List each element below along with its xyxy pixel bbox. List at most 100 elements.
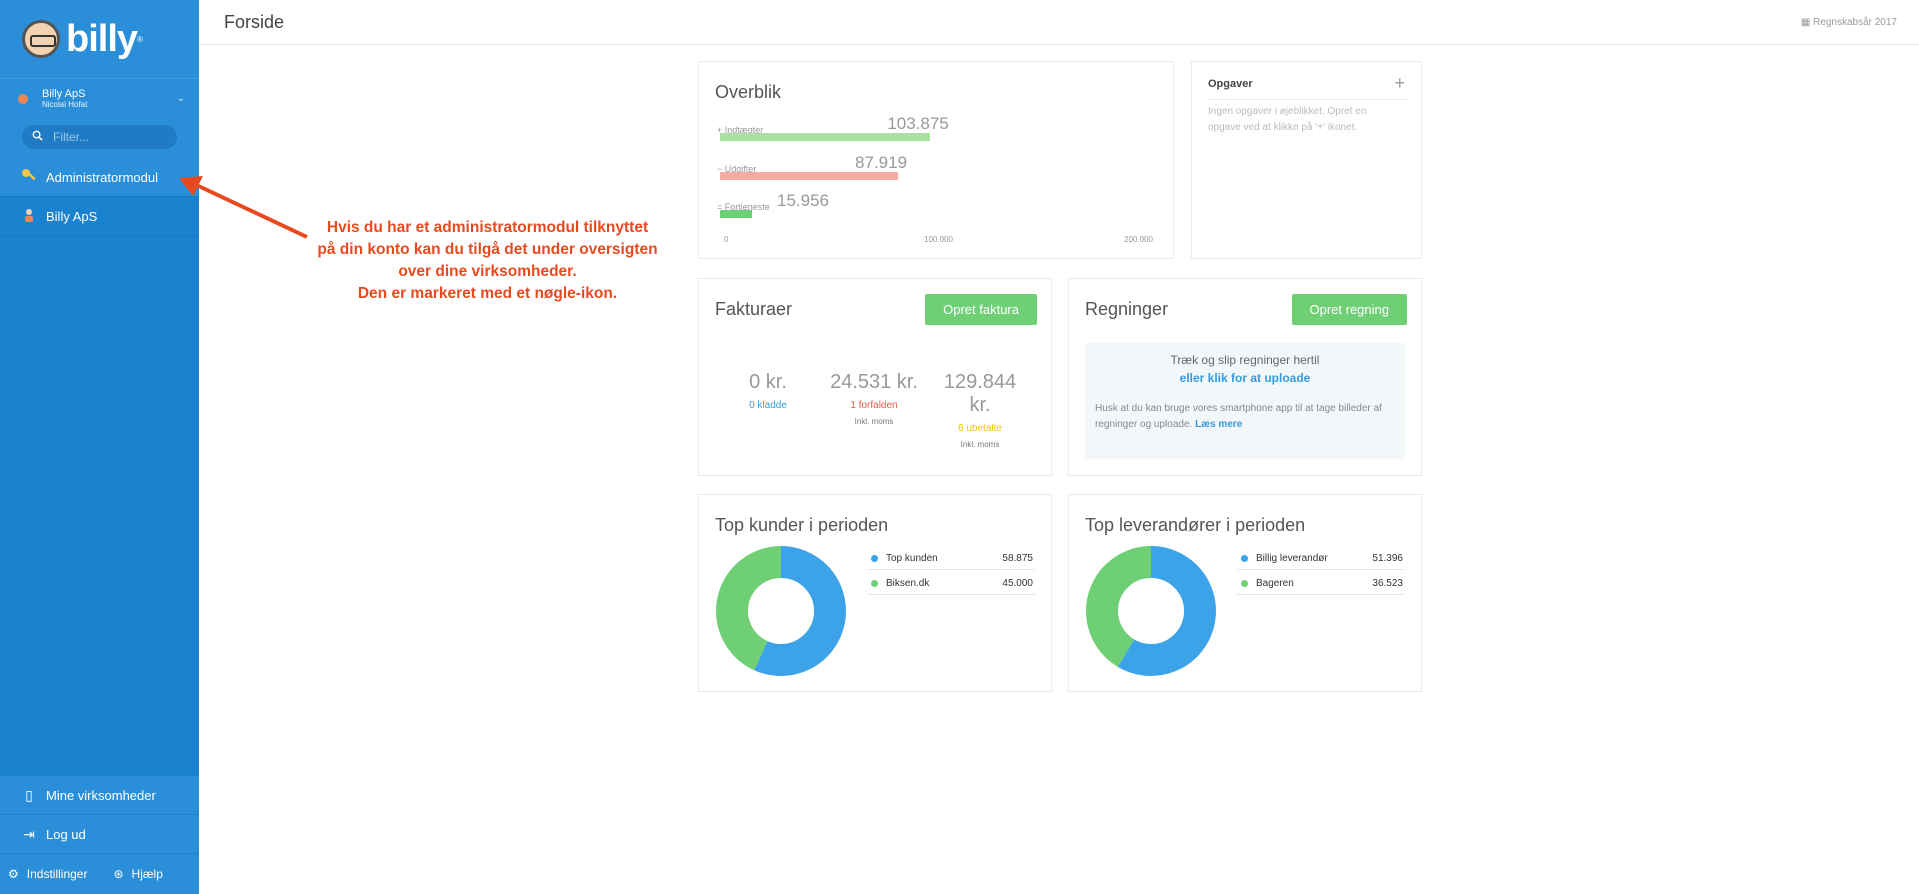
bill-dropzone[interactable]: Træk og slip regninger hertil eller klik… <box>1085 343 1405 459</box>
page-title: Forside <box>224 11 285 32</box>
org-avatar-icon <box>18 93 28 104</box>
overview-row-label: + Indtægter <box>717 125 764 135</box>
overview-card: Overblik + Indtægter 103.875 − Udgifter 87.… <box>698 61 1174 259</box>
legend-name: Top kunden <box>886 553 938 564</box>
legend-name: Bageren <box>1256 578 1294 589</box>
stat-amount: 129.844 kr. <box>943 371 1017 416</box>
top-bar: Forside ▦ Regnskabsår 2017 <box>199 0 1919 45</box>
annotation-line: Hvis du har et administratormodul tilkny… <box>326 219 649 236</box>
chevron-down-icon: ⌄ <box>176 93 185 104</box>
legend-dot <box>1241 580 1248 587</box>
legend-dot <box>871 580 878 587</box>
upload-link[interactable]: eller klik for at uploade <box>1179 371 1311 385</box>
stat-amount: 24.531 kr. <box>830 371 918 393</box>
hint-text: Husk at du kan bruge vores smartphone ap… <box>1095 403 1382 430</box>
invoices-card: Fakturaer Opret faktura 0 kr. 0 kladde 2… <box>698 278 1052 476</box>
tasks-empty-text: Ingen opgaver i øjeblikket. Opret en opg… <box>1208 106 1367 133</box>
help-link[interactable]: ⊛ Hjælp <box>105 867 162 881</box>
stat-sub: Inkl. moms <box>854 417 894 426</box>
top-suppliers-title: Top leverandører i perioden <box>1085 515 1306 535</box>
logo[interactable]: billy ® <box>0 0 199 78</box>
sidebar-item-administratormodul[interactable]: Administratormodul <box>0 158 199 197</box>
annotation-text: Hvis du har et administratormodul tilkny… <box>305 217 670 305</box>
legend-value: 36.523 <box>1372 578 1403 589</box>
help-label: Hjælp <box>131 867 163 881</box>
bills-title: Regninger <box>1085 299 1169 319</box>
billy-face-icon <box>22 20 60 58</box>
invoice-stat-draft[interactable]: 0 kr. 0 kladde <box>723 371 813 411</box>
sidebar: billy ® Billy ApS Nicolai Hofat ⌄ Admini… <box>0 0 199 894</box>
invoices-title: Fakturaer <box>715 299 793 319</box>
overview-row: + Indtægter 103.875 <box>717 114 1157 141</box>
stat-label: 0 kladde <box>749 400 787 411</box>
fiscal-year-selector[interactable]: ▦ Regnskabsår 2017 <box>1801 17 1897 28</box>
settings-link[interactable]: ⚙ Indstillinger <box>0 867 87 881</box>
read-more-link[interactable]: Læs mere <box>1195 419 1243 430</box>
overview-bar <box>720 133 931 141</box>
axis-label: 0 <box>724 235 729 244</box>
overview-row-label: = Fortjeneste <box>717 202 770 212</box>
overview-row-label: − Udgifter <box>717 164 757 174</box>
sidebar-item-label: Billy ApS <box>46 208 98 224</box>
create-invoice-button[interactable]: Opret faktura <box>925 294 1037 325</box>
legend-row[interactable]: Biksen.dk 45.000 <box>867 573 1035 595</box>
overview-row: = Fortjeneste 15.956 <box>717 191 1157 218</box>
legend-row[interactable]: Bageren 36.523 <box>1237 573 1405 595</box>
bills-card: Regninger Opret regning Træk og slip reg… <box>1068 278 1422 476</box>
legend-row[interactable]: Billig leverandør 51.396 <box>1237 548 1405 570</box>
overview-row-value: 87.919 <box>855 153 908 172</box>
calendar-icon: ▦ <box>1800 16 1811 28</box>
org-user: Nicolai Hofat <box>42 100 88 109</box>
annotation-line: over dine virksomheder. <box>398 263 577 280</box>
dropzone-text: Træk og slip regninger hertil <box>1170 353 1320 367</box>
fiscal-year-label: Regnskabsår 2017 <box>1813 16 1897 28</box>
add-task-button[interactable]: + <box>1394 73 1405 93</box>
lifebuoy-icon: ⊛ <box>113 867 124 881</box>
invoice-stat-overdue[interactable]: 24.531 kr. 1 forfalden Inkl. moms <box>829 371 919 426</box>
donut-slice <box>716 546 846 676</box>
company-avatar-icon <box>20 208 38 225</box>
legend-value: 45.000 <box>1002 578 1033 589</box>
sidebar-item-label: Mine virksomheder <box>46 787 156 803</box>
organization-switcher[interactable]: Billy ApS Nicolai Hofat ⌄ <box>0 78 199 118</box>
overview-title: Overblik <box>715 82 782 102</box>
building-icon: ▯ <box>25 786 33 803</box>
sidebar-item-mine-virksomheder[interactable]: ▯ Mine virksomheder <box>0 776 199 815</box>
filter-box <box>22 125 177 149</box>
annotation-arrow <box>179 176 308 239</box>
bill-hint: Husk at du kan bruge vores smartphone ap… <box>1095 401 1395 433</box>
stat-sub: Inkl. moms <box>960 440 1000 449</box>
suppliers-donut-chart <box>1086 546 1216 676</box>
legend-row[interactable]: Top kunden 58.875 <box>867 548 1035 570</box>
logout-icon: ⇥ <box>23 825 35 842</box>
tasks-card: Opgaver + Ingen opgaver i øjeblikket. Op… <box>1191 61 1422 259</box>
legend-value: 51.396 <box>1372 553 1403 564</box>
axis-label: 200.000 <box>1124 235 1153 244</box>
search-icon <box>32 130 43 144</box>
tasks-divider <box>1208 99 1407 100</box>
overview-bar <box>720 172 899 180</box>
sidebar-item-billy-aps[interactable]: Billy ApS <box>0 197 199 236</box>
logo-text: billy <box>66 17 138 60</box>
top-customers-title: Top kunder i perioden <box>715 515 889 535</box>
sidebar-footer: ⚙ Indstillinger ⊛ Hjælp <box>0 854 199 894</box>
sidebar-item-label: Log ud <box>46 826 86 842</box>
overview-bar <box>720 210 753 218</box>
settings-label: Indstillinger <box>26 867 88 881</box>
donut-slice <box>1086 546 1216 676</box>
overview-row-value: 15.956 <box>777 191 829 210</box>
overview-row-value: 103.875 <box>887 114 949 133</box>
stat-label: 1 forfalden <box>850 400 898 411</box>
top-customers-card: Top kunder i perioden Top kunden 58.875 … <box>698 494 1052 692</box>
legend-dot <box>871 555 878 562</box>
create-bill-button[interactable]: Opret regning <box>1291 294 1407 325</box>
annotation-line: på din konto kan du tilgå det under over… <box>317 241 658 258</box>
sidebar-item-log-ud[interactable]: ⇥ Log ud <box>0 815 199 854</box>
legend-dot <box>1241 555 1248 562</box>
key-icon <box>20 168 38 187</box>
legend-name: Billig leverandør <box>1256 553 1328 564</box>
stat-amount: 0 kr. <box>749 371 787 393</box>
invoice-stat-unpaid[interactable]: 129.844 kr. 6 ubetalte Inkl. moms <box>935 371 1025 449</box>
logo-registered-mark: ® <box>137 34 143 44</box>
filter-input[interactable] <box>51 129 161 145</box>
